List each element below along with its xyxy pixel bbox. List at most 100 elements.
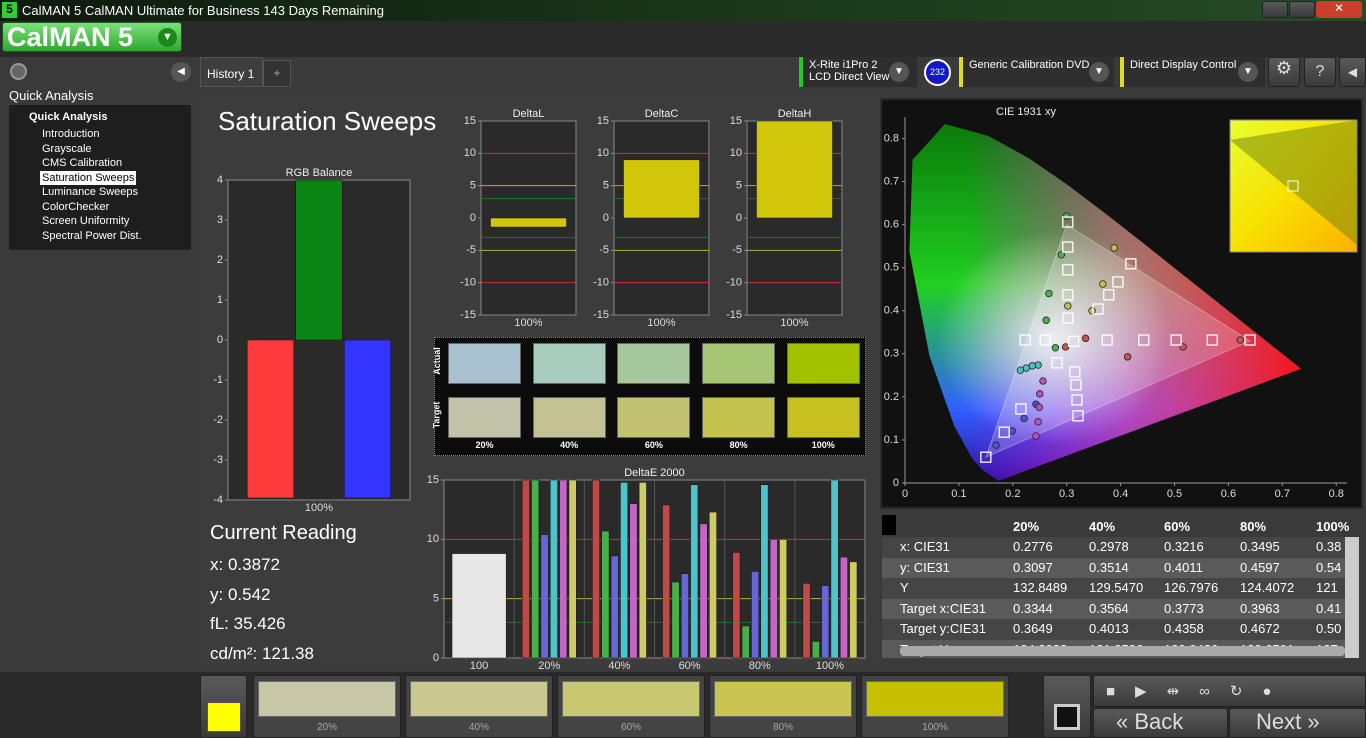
collapse-button[interactable]: ◀: [171, 62, 191, 82]
target-point: [1019, 334, 1031, 346]
nav-item[interactable]: CMS Calibration: [42, 157, 123, 169]
x-tick-label: 0.6: [1221, 488, 1236, 500]
swatch-label: 40%: [468, 722, 489, 733]
target-point: [1069, 366, 1081, 378]
y-tick-label: -5: [599, 244, 609, 256]
table-cell: 0.3963: [1240, 600, 1280, 616]
swatch-color: [410, 681, 548, 717]
bar: [811, 641, 820, 659]
bar: [295, 179, 343, 341]
stop-box: [1043, 675, 1091, 738]
table-row: y: CIE31 0.3097 0.3514 0.4011 0.4597 0.54: [882, 557, 1345, 578]
nav-item[interactable]: Saturation Sweeps: [40, 170, 137, 185]
y-tick-label: -3: [213, 454, 223, 466]
toolbar-icons[interactable]: ■▶⇹∞↻●: [1093, 675, 1366, 707]
logo-button[interactable]: CalMAN 5 ▼: [2, 22, 182, 52]
back-label: Back: [1134, 709, 1184, 734]
measured-point: [1008, 427, 1016, 435]
device-line: X-Rite i1Pro 2: [809, 59, 878, 71]
v-scrollbar[interactable]: [1345, 537, 1359, 658]
table-header: 100%: [1316, 519, 1350, 534]
table-cell: 0.3649: [1013, 621, 1053, 636]
nav-root[interactable]: Quick Analysis: [29, 111, 108, 123]
measured-point: [1051, 344, 1060, 352]
x-tick-label: 0: [902, 488, 908, 500]
y-tick-label: 0: [470, 212, 476, 224]
bar: [610, 555, 619, 659]
h-scrollbar[interactable]: [900, 646, 1345, 656]
swatch-label: 80%: [729, 440, 748, 450]
swatch-label: 80%: [772, 722, 793, 733]
nav-item[interactable]: Grayscale: [42, 142, 92, 155]
reading-value: 0.3872: [227, 555, 280, 574]
dropdown[interactable]: ▼: [889, 62, 909, 82]
dropdown[interactable]: ▼: [1238, 62, 1258, 82]
nav-item[interactable]: Spectral Power Dist.: [42, 229, 142, 242]
bar: [246, 339, 294, 499]
y-tick-label: 0: [893, 477, 899, 489]
swatch-panel: Actual Target 20% 40% 60% 80% 100%: [431, 337, 866, 456]
help-button[interactable]: ?: [1304, 57, 1336, 87]
side-button[interactable]: ◀: [1339, 57, 1366, 87]
tab[interactable]: History 1: [200, 57, 263, 87]
y-tick-label: 4: [217, 174, 223, 186]
x-tick-label: 20%: [538, 660, 560, 672]
table-cell: 0.3097: [1013, 559, 1053, 575]
bar: [769, 539, 778, 659]
device-line: Generic Calibration DVD: [969, 59, 1090, 71]
target-point: [980, 451, 992, 463]
measured-point: [1034, 418, 1042, 426]
bar: [699, 523, 708, 659]
page-title: Saturation Sweeps: [218, 106, 437, 136]
y-tick-label: -15: [593, 309, 609, 321]
swatch-label: 60%: [644, 440, 663, 450]
bar: [756, 120, 833, 219]
dropdown[interactable]: ▼: [1089, 62, 1109, 82]
measured-point: [1020, 414, 1028, 423]
close-button[interactable]: ✕: [1316, 1, 1362, 18]
x-tick-label: 100%: [816, 660, 844, 672]
next-button[interactable]: Next »: [1229, 708, 1366, 738]
nav-item[interactable]: ColorChecker: [42, 200, 110, 213]
bar: [550, 479, 558, 659]
bar: [760, 484, 769, 659]
nav-item[interactable]: Introduction: [42, 128, 100, 140]
measured-point: [1236, 336, 1244, 344]
y-tick-label: 10: [427, 533, 439, 545]
stop-icon[interactable]: [1054, 704, 1080, 730]
settings-button[interactable]: ⚙: [1268, 57, 1300, 87]
measured-point: [1032, 432, 1040, 440]
target-swatch: [448, 397, 521, 438]
spectral-locus: [909, 124, 1301, 481]
nav-item[interactable]: Luminance Sweeps: [42, 186, 139, 198]
measured-point: [992, 441, 1000, 449]
target-point: [1071, 394, 1083, 406]
device-line: Direct Display Control: [1130, 59, 1237, 71]
meter-badge: 232: [924, 59, 951, 86]
table-cell: 0.54: [1316, 559, 1342, 575]
y-tick-label: 0.3: [884, 348, 899, 360]
source-selector[interactable]: Generic Calibration DVD: [959, 57, 1114, 87]
minimize-button[interactable]: [1262, 1, 1288, 18]
table-cell: 126.7976: [1164, 580, 1219, 595]
back-button[interactable]: « Back: [1093, 708, 1228, 738]
bar: [568, 479, 577, 659]
zoom-target: [1287, 180, 1299, 192]
nav-item[interactable]: Screen Uniformity: [42, 215, 130, 227]
measured-point: [1036, 390, 1044, 398]
table-header: 40%: [1089, 519, 1116, 534]
measured-point: [1081, 334, 1090, 343]
display-selector[interactable]: Direct Display Control: [1120, 57, 1265, 87]
window-title: CalMAN 5 CalMAN Ultimate for Business 14…: [22, 3, 384, 18]
y-tick-label: -1: [213, 374, 223, 386]
logo-menu[interactable]: ▼: [158, 28, 177, 47]
pin-icon[interactable]: [10, 63, 27, 80]
maximize-button[interactable]: [1289, 1, 1315, 18]
y-tick-label: 10: [464, 147, 476, 159]
bar: [638, 482, 647, 659]
y-tick-label: -10: [726, 277, 742, 289]
y-tick-label: 10: [597, 147, 609, 159]
target-swatch: [786, 397, 860, 438]
header-strip: [0, 21, 1366, 57]
add-tab[interactable]: +: [263, 60, 291, 87]
